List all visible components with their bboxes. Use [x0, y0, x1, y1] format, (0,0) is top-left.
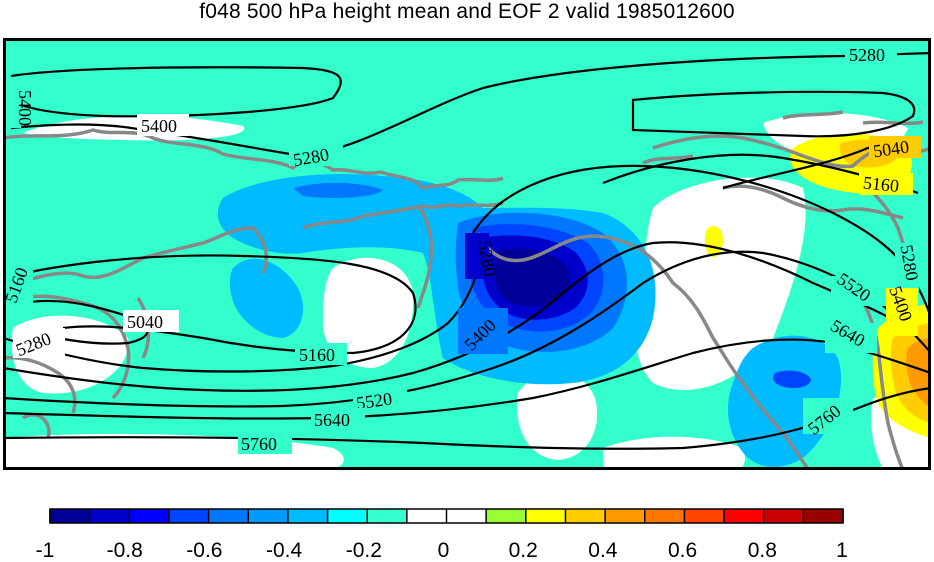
- contour-label-bg: [311, 408, 365, 430]
- colorbar-swatch: [129, 509, 170, 523]
- contour-label: 5400: [15, 90, 35, 126]
- contour-label-bg: [458, 308, 508, 354]
- anomaly-blue-southeast-core: [773, 370, 811, 388]
- colorbar-swatch: [803, 509, 844, 523]
- anomaly-white-center: [322, 257, 414, 368]
- coastline-alaska: [476, 232, 811, 470]
- colorbar-swatch: [367, 509, 408, 523]
- colorbar-tick-label: 0: [437, 539, 450, 562]
- contour-5160-center-loop: [3, 254, 417, 355]
- coastline-west-coast: [856, 292, 905, 470]
- contour-label-bg: [465, 233, 489, 279]
- contour-label: 5400: [141, 116, 177, 136]
- contour-label: 5040: [872, 137, 910, 162]
- coastline-japan: [3, 355, 77, 439]
- contour-label-bg: [845, 43, 897, 65]
- colorbar-swatch: [50, 509, 91, 523]
- contour-5400-center: [3, 241, 909, 392]
- colorbar-swatch: [89, 509, 130, 523]
- contour-label: 5040: [127, 312, 163, 332]
- contour-label-bg: [238, 432, 292, 454]
- anomaly-blue-north-strip: [293, 182, 383, 198]
- contour-label-bg: [869, 136, 921, 158]
- contour-label-bg: [859, 173, 913, 195]
- contour-label: 5160: [862, 172, 900, 196]
- contour-label: 5640: [314, 410, 350, 430]
- anomaly-yellow-small: [704, 226, 723, 258]
- anomaly-lightblue-southeast: [728, 335, 842, 467]
- contour-label-bg: [886, 288, 918, 336]
- land-outlines: [3, 110, 931, 470]
- anomaly-darkorange-east: [906, 338, 931, 408]
- colorbar-swatch: [644, 509, 685, 523]
- colorbar-tick-label: -0.6: [186, 539, 223, 562]
- anomaly-lightblue-west: [229, 258, 303, 338]
- colorbar-tick-label: 0.2: [508, 539, 538, 562]
- contour-5280-arctic: [10, 51, 931, 158]
- colorbar-tick-label: -0.2: [345, 539, 382, 562]
- map-title: f048 500 hPa height mean and EOF 2 valid…: [199, 0, 735, 23]
- contour-5280-west: [3, 267, 480, 373]
- contour-label-bg: [123, 310, 179, 332]
- contour-label-bg: [895, 243, 919, 291]
- colorbar-tick-label: 0.4: [588, 539, 618, 562]
- colorbar: -1 -0.8 -0.6 -0.4 -0.2 0 0.2 0.4 0.6 0.8 1: [0, 505, 934, 562]
- colorbar-swatch: [486, 509, 527, 523]
- colorbar-swatches: [49, 508, 844, 524]
- colorbar-swatch: [565, 509, 606, 523]
- contour-label-bg: [289, 144, 343, 166]
- anomaly-blue-center-core: [494, 248, 570, 307]
- colorbar-swatch: [763, 509, 804, 523]
- colorbar-swatch: [525, 509, 566, 523]
- colorbar-tick-label: -0.4: [266, 539, 303, 562]
- contour-label: 5160: [299, 345, 335, 365]
- eof-map: 5280 5400 5400 5280 5040 5160 5280 5280 …: [3, 38, 931, 470]
- contour-label-bg: [803, 398, 853, 434]
- colorbar-swatch: [605, 509, 646, 523]
- map-panel: 5280 5400 5400 5280 5040 5160 5280 5280 …: [3, 38, 931, 470]
- colorbar-swatch: [248, 509, 289, 523]
- colorbar-frame: [49, 508, 844, 524]
- anomaly-white-east: [634, 177, 806, 391]
- colorbar-tick-label: 0.6: [667, 539, 698, 562]
- contour-label-bg: [831, 276, 885, 306]
- contour-5400-arctic-loop: [10, 66, 342, 118]
- contour-label: 5760: [241, 434, 277, 454]
- anomaly-white-southcenter: [517, 370, 598, 460]
- coastline-arctic-islands: [642, 110, 924, 165]
- contour-label-bg: [3, 82, 21, 128]
- coastline-kamchatka: [416, 204, 434, 309]
- colorbar-tick-label: -0.8: [106, 539, 143, 562]
- colorbar-swatch: [406, 509, 447, 523]
- colorbar-swatch: [684, 509, 725, 523]
- contour-5280-northeast-loop: [631, 90, 916, 138]
- coastline-asia-east: [302, 170, 504, 230]
- contour-label-bg: [137, 114, 189, 136]
- contour-label-bg: [5, 260, 33, 306]
- colorbar-tick-label: 1: [836, 539, 848, 562]
- colorbar-tick-label: 0.8: [747, 539, 777, 562]
- colorbar-swatch: [446, 509, 487, 523]
- colorbar-tick-label: -1: [35, 539, 55, 562]
- contour-labels: 5280 5400 5400 5280 5040 5160 5280 5280 …: [3, 43, 922, 454]
- contour-label-bg: [13, 328, 65, 358]
- colorbar-swatch: [287, 509, 329, 523]
- map-frame: [3, 38, 931, 470]
- contour-label: 5280: [849, 45, 885, 65]
- coastline-asia-north: [3, 128, 382, 175]
- contour-label-bg: [825, 323, 877, 353]
- colorbar-swatch: [327, 509, 368, 523]
- colorbar-swatch: [168, 509, 210, 523]
- colorbar-swatch: [208, 509, 249, 523]
- contour-label-bg: [295, 343, 347, 365]
- colorbar-swatch: [724, 509, 765, 523]
